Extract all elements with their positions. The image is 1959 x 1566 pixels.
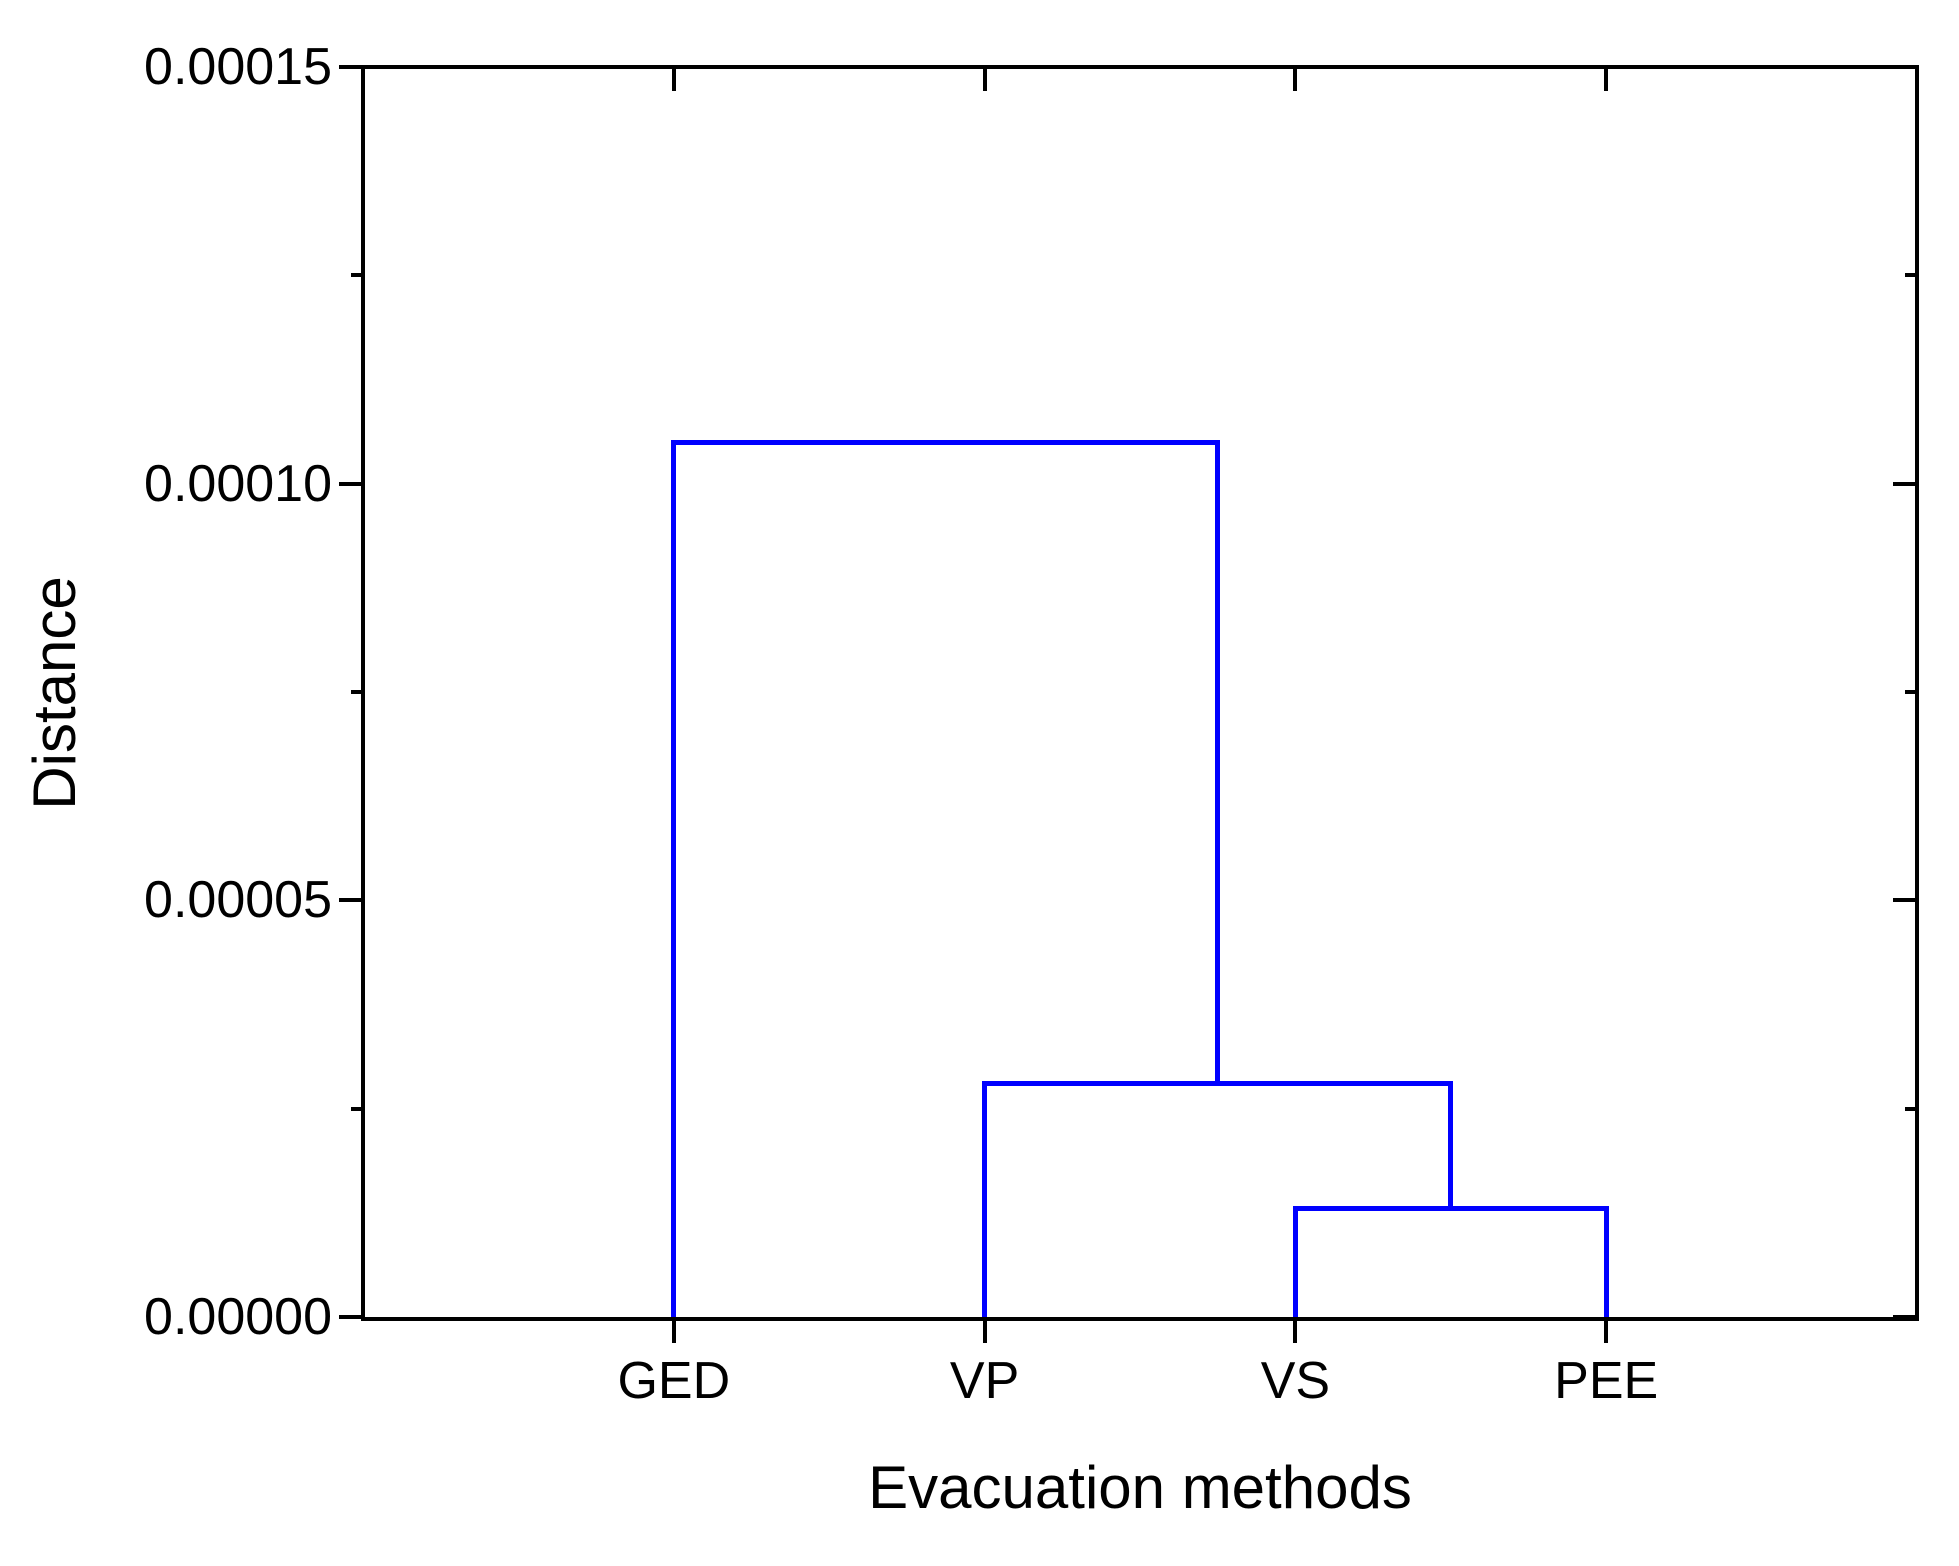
y-major-tick-left [339, 65, 363, 69]
x-tick-top [671, 67, 676, 91]
y-major-tick-left [339, 898, 363, 903]
dendrogram-horizontal-segment [982, 1081, 1454, 1087]
y-minor-tick-right [1905, 690, 1917, 694]
x-tick-label: VS [1260, 1352, 1331, 1410]
x-tick-bottom [1293, 1319, 1298, 1343]
y-tick-label: 0.00010 [144, 454, 332, 513]
y-major-tick-left [339, 1315, 363, 1319]
dendrogram-vertical-segment [982, 1081, 988, 1317]
y-minor-tick-left [351, 1106, 363, 1111]
x-tick-top [982, 67, 987, 91]
x-tick-bottom [1604, 1319, 1609, 1343]
x-tick-bottom [671, 1319, 676, 1343]
x-tick-top [1293, 67, 1298, 91]
y-tick-label: 0.00005 [144, 871, 332, 930]
y-major-tick-right [1893, 65, 1917, 69]
x-tick-label: PEE [1554, 1352, 1659, 1410]
x-tick-label: GED [617, 1352, 731, 1410]
dendrogram-vertical-segment [1292, 1206, 1298, 1317]
y-major-tick-right [1893, 481, 1917, 486]
y-tick-label: 0.00015 [144, 38, 332, 96]
y-major-tick-right [1893, 1315, 1917, 1319]
y-major-tick-left [339, 481, 363, 486]
x-tick-top [1604, 67, 1609, 91]
x-axis-title: Evacuation methods [868, 1454, 1412, 1521]
dendrogram-vertical-segment [1448, 1081, 1454, 1209]
y-tick-label: 0.00000 [144, 1288, 332, 1346]
y-major-tick-right [1893, 898, 1917, 903]
dendrogram-vertical-segment [671, 439, 677, 1317]
plot-area-frame [361, 65, 1919, 1321]
dendrogram-horizontal-segment [671, 439, 1221, 445]
dendrogram-vertical-segment [1603, 1206, 1609, 1317]
y-minor-tick-left [351, 690, 363, 694]
y-minor-tick-left [351, 273, 363, 278]
dendrogram-horizontal-segment [1292, 1206, 1609, 1212]
y-axis-title: Distance [21, 576, 88, 810]
y-minor-tick-right [1905, 1106, 1917, 1111]
x-tick-label: VP [949, 1352, 1020, 1410]
y-minor-tick-right [1905, 273, 1917, 278]
x-tick-bottom [982, 1319, 987, 1343]
dendrogram-vertical-segment [1215, 439, 1221, 1084]
